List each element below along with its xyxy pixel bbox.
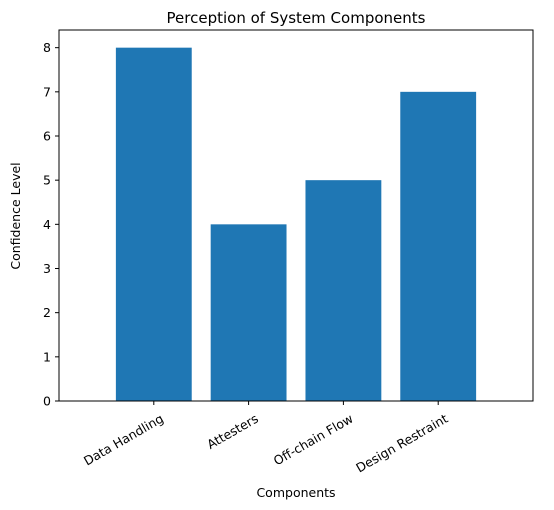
x-axis-ticks: Data Handling Attesters Off-chain FlowDesi… [81, 401, 450, 476]
y-tick-label: 7 [43, 84, 51, 99]
plot-frame [58, 29, 534, 402]
x-tick-label: Design Restraint [353, 411, 450, 476]
bar [210, 224, 287, 401]
y-tick-label: 2 [43, 305, 51, 320]
y-axis-label: Confidence Level [8, 162, 23, 269]
bars-group [115, 47, 477, 402]
y-tick-label: 5 [43, 173, 51, 188]
x-tick-label: Attesters [204, 411, 261, 452]
bar [400, 91, 477, 401]
bar [305, 180, 382, 401]
y-tick-label: 0 [43, 394, 51, 409]
chart-title: Perception of System Components [167, 9, 426, 27]
y-tick-label: 1 [43, 349, 51, 364]
x-tick-label: Data Handling [81, 411, 166, 469]
x-axis-label: Components [256, 485, 335, 500]
y-tick-label: 3 [43, 261, 51, 276]
y-axis-ticks: 0 1 2 3 4 5 6 7 8 [43, 40, 59, 409]
y-tick-label: 4 [43, 217, 51, 232]
x-tick-label: Off-chain Flow [271, 411, 356, 469]
bar [115, 47, 192, 402]
y-tick-label: 6 [43, 129, 51, 144]
y-tick-label: 8 [43, 40, 51, 55]
plot-area: 0 1 2 3 4 5 6 7 8 Data Handling Attesters Off-chai… [43, 29, 534, 476]
